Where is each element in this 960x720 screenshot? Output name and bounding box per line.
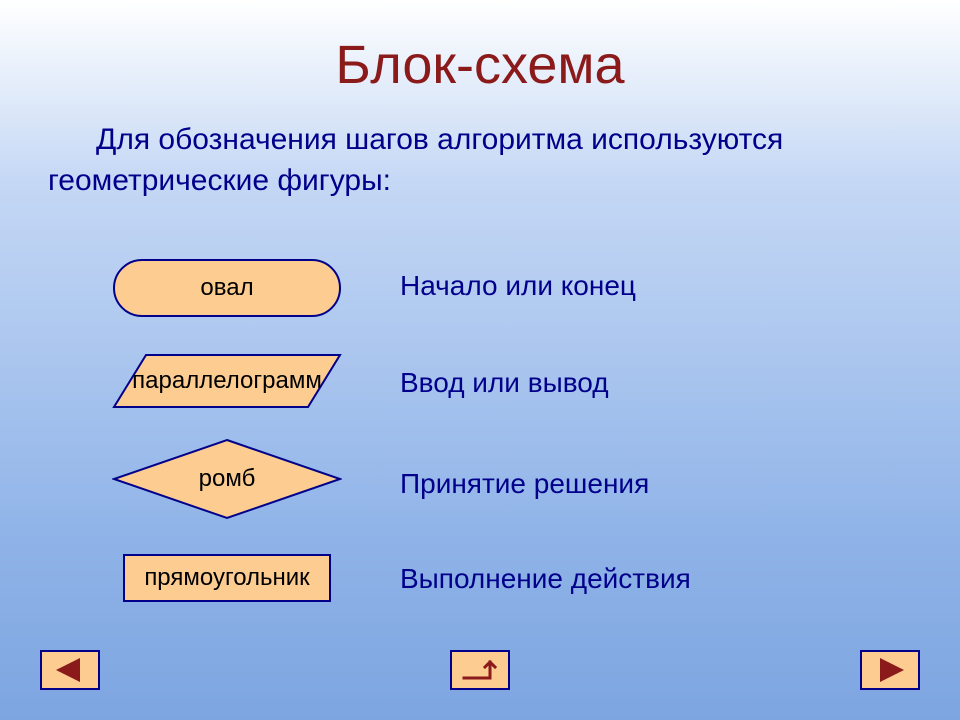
page-title: Блок-схема bbox=[0, 0, 960, 96]
shape-row-oval: овал Начало или конец bbox=[0, 258, 960, 353]
parallelogram-shape: параллелограмм bbox=[112, 353, 342, 409]
rhombus-shape: ромб bbox=[112, 438, 342, 520]
prev-button[interactable] bbox=[40, 650, 100, 690]
subtitle-text: Для обозначения шагов алгоритма использу… bbox=[0, 96, 960, 201]
next-button[interactable] bbox=[860, 650, 920, 690]
shape-row-rhombus: ромб Принятие решения bbox=[0, 448, 960, 543]
shape-row-parallelogram: параллелограмм Ввод или вывод bbox=[0, 353, 960, 448]
parallelogram-desc: Ввод или вывод bbox=[400, 367, 609, 399]
shapes-list: овал Начало или конец параллелограмм Вво… bbox=[0, 258, 960, 638]
shape-row-rectangle: прямоугольник Выполнение действия bbox=[0, 543, 960, 638]
rhombus-desc: Принятие решения bbox=[400, 468, 649, 500]
oval-shape: овал bbox=[112, 258, 342, 318]
oval-desc: Начало или конец bbox=[400, 270, 636, 302]
return-button[interactable] bbox=[450, 650, 510, 690]
rectangle-shape: прямоугольник bbox=[122, 553, 332, 603]
rectangle-desc: Выполнение действия bbox=[400, 563, 691, 595]
